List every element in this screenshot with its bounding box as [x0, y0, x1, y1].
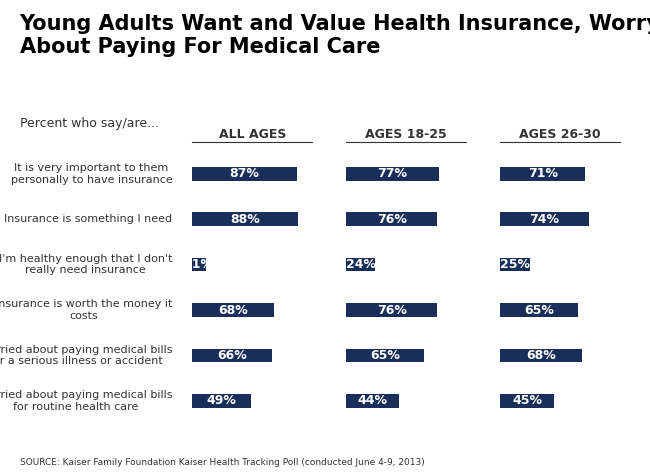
- Text: Young Adults Want and Value Health Insurance, Worry
About Paying For Medical Car: Young Adults Want and Value Health Insur…: [20, 14, 650, 58]
- Text: 11%: 11%: [184, 258, 214, 271]
- FancyBboxPatch shape: [500, 167, 585, 180]
- FancyBboxPatch shape: [192, 258, 205, 271]
- FancyBboxPatch shape: [346, 348, 424, 362]
- Text: AGES 26-30: AGES 26-30: [519, 128, 601, 141]
- Text: FAMILY: FAMILY: [556, 451, 594, 461]
- Text: AGES 18-25: AGES 18-25: [365, 128, 447, 141]
- FancyBboxPatch shape: [346, 167, 439, 180]
- Text: FOUNDATION: FOUNDATION: [557, 464, 593, 469]
- Text: KAISER: KAISER: [555, 440, 595, 451]
- FancyBboxPatch shape: [192, 167, 297, 180]
- Text: 45%: 45%: [512, 395, 542, 407]
- Text: It is very important to them
personally to have insurance: It is very important to them personally …: [10, 163, 172, 185]
- Text: 76%: 76%: [377, 304, 407, 317]
- FancyBboxPatch shape: [192, 394, 251, 408]
- Text: 77%: 77%: [378, 167, 408, 180]
- Text: Percent who say/are...: Percent who say/are...: [20, 117, 159, 129]
- FancyBboxPatch shape: [346, 258, 375, 271]
- Text: 88%: 88%: [230, 213, 260, 226]
- FancyBboxPatch shape: [192, 303, 274, 317]
- Text: 44%: 44%: [358, 395, 387, 407]
- Text: 66%: 66%: [217, 349, 247, 362]
- Text: Insurance is something I need: Insurance is something I need: [5, 214, 172, 224]
- Text: Insurance is worth the money it
costs: Insurance is worth the money it costs: [0, 299, 172, 321]
- Text: 76%: 76%: [377, 213, 407, 226]
- Text: THE HENRY J.: THE HENRY J.: [557, 432, 593, 436]
- Text: 68%: 68%: [526, 349, 556, 362]
- Text: 71%: 71%: [528, 167, 558, 180]
- Text: 65%: 65%: [524, 304, 554, 317]
- Text: 24%: 24%: [346, 258, 376, 271]
- FancyBboxPatch shape: [500, 394, 554, 408]
- FancyBboxPatch shape: [500, 348, 582, 362]
- Text: 68%: 68%: [218, 304, 248, 317]
- FancyBboxPatch shape: [346, 212, 437, 226]
- Text: 87%: 87%: [229, 167, 259, 180]
- Text: Worried about paying medical bills
for a serious illness or accident: Worried about paying medical bills for a…: [0, 345, 172, 367]
- FancyBboxPatch shape: [500, 258, 530, 271]
- Text: SOURCE: Kaiser Family Foundation Kaiser Health Tracking Poll (conducted June 4-9: SOURCE: Kaiser Family Foundation Kaiser …: [20, 458, 424, 467]
- FancyBboxPatch shape: [346, 394, 399, 408]
- FancyBboxPatch shape: [192, 348, 272, 362]
- Text: ALL AGES: ALL AGES: [219, 128, 286, 141]
- FancyBboxPatch shape: [346, 303, 437, 317]
- Text: 49%: 49%: [207, 395, 237, 407]
- Text: 65%: 65%: [370, 349, 400, 362]
- Text: 74%: 74%: [530, 213, 560, 226]
- FancyBboxPatch shape: [500, 212, 589, 226]
- FancyBboxPatch shape: [192, 212, 298, 226]
- Text: Worried about paying medical bills
for routine health care: Worried about paying medical bills for r…: [0, 390, 172, 412]
- Text: 25%: 25%: [500, 258, 530, 271]
- FancyBboxPatch shape: [500, 303, 578, 317]
- Text: I'm healthy enough that I don't
really need insurance: I'm healthy enough that I don't really n…: [0, 254, 172, 276]
